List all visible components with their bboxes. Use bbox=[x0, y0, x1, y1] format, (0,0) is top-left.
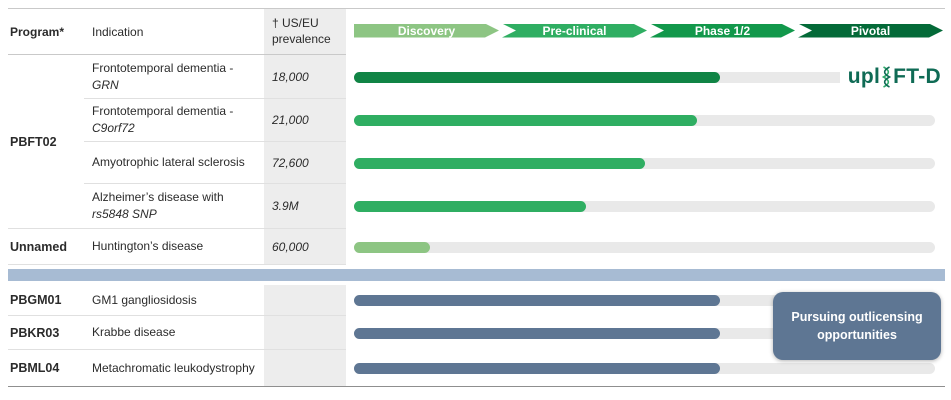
prevalence-gm1 bbox=[264, 285, 346, 316]
program-pbgm01: PBGM01 bbox=[8, 285, 84, 316]
progress-bar bbox=[354, 115, 697, 126]
dna-helix-icon bbox=[881, 66, 892, 88]
progress-track bbox=[354, 115, 935, 126]
progress-bar bbox=[354, 157, 645, 169]
phase-preclinical-arrow: Pre-clinical bbox=[502, 24, 647, 38]
indication-gm1: GM1 gangliosidosis bbox=[84, 285, 264, 316]
prevalence-alzheimers: 3.9M bbox=[264, 184, 346, 229]
progress-track bbox=[354, 241, 935, 253]
progress-row-mld bbox=[346, 350, 945, 386]
progress-bar bbox=[354, 295, 721, 306]
indication-krabbe: Krabbe disease bbox=[84, 316, 264, 350]
progress-bar bbox=[354, 362, 721, 374]
indication-als: Amyotrophic lateral sclerosis bbox=[84, 142, 264, 184]
progress-row-ftd-c9orf72 bbox=[346, 99, 945, 142]
progress-bar bbox=[354, 71, 721, 83]
indication-huntingtons: Huntington’s disease bbox=[84, 229, 264, 265]
progress-row-krabbe bbox=[346, 316, 945, 350]
progress-row-als bbox=[346, 142, 945, 184]
indication-mld: Metachromatic leukodystrophy bbox=[92, 360, 255, 375]
program-pbml04: PBML04 bbox=[10, 361, 60, 375]
progress-row-huntingtons bbox=[346, 229, 945, 265]
progress-track bbox=[354, 295, 935, 306]
prevalence-krabbe bbox=[264, 316, 346, 350]
progress-row-gm1 bbox=[346, 285, 945, 316]
phase-pivotal-arrow: Pivotal bbox=[798, 24, 943, 38]
program-unnamed: Unnamed bbox=[8, 229, 84, 265]
outlicensing-callout: Pursuing outlicensing opportunities bbox=[773, 292, 941, 361]
indication-ftd-c9orf72: Frontotemporal dementia - C9orf72 bbox=[84, 99, 264, 142]
indication-ftd-grn: Frontotemporal dementia - GRN bbox=[84, 55, 264, 99]
header-prevalence-label: † US/EU prevalence bbox=[264, 9, 346, 55]
phase-discovery-arrow: Discovery bbox=[354, 24, 499, 38]
progress-track bbox=[354, 201, 935, 212]
indication-alzheimers: Alzheimer’s disease with rs5848 SNP bbox=[84, 184, 264, 229]
progress-row-ftd-grn: upl FT-D bbox=[346, 55, 945, 99]
progress-track bbox=[354, 362, 935, 374]
prevalence-huntingtons: 60,000 bbox=[264, 229, 346, 265]
progress-bar bbox=[354, 201, 587, 212]
progress-track bbox=[354, 71, 935, 83]
progress-bar bbox=[354, 241, 430, 253]
phase-phase12-arrow: Phase 1/2 bbox=[650, 24, 795, 38]
prevalence-mld bbox=[264, 350, 346, 386]
program-pbkr03: PBKR03 bbox=[8, 316, 84, 350]
prevalence-ftd-c9orf72: 21,000 bbox=[264, 99, 346, 142]
prevalence-als: 72,600 bbox=[264, 142, 346, 184]
program-pbft02: PBFT02 bbox=[8, 55, 84, 229]
section-divider bbox=[8, 265, 945, 285]
progress-track bbox=[354, 327, 935, 339]
header-program-label: Program* bbox=[8, 9, 84, 55]
progress-row-alzheimers bbox=[346, 184, 945, 229]
progress-bar bbox=[354, 327, 721, 339]
prevalence-ftd-grn: 18,000 bbox=[264, 55, 346, 99]
header-indication-label: Indication bbox=[84, 9, 264, 55]
pipeline-grid: Program* Indication † US/EU prevalence Di… bbox=[8, 8, 945, 387]
progress-track bbox=[354, 157, 935, 169]
uplift-d-logo: upl FT-D bbox=[839, 63, 945, 91]
divider-band bbox=[8, 269, 945, 281]
phase-header: Discovery Pre-clinical Phase 1/2 Pivotal bbox=[346, 9, 945, 55]
